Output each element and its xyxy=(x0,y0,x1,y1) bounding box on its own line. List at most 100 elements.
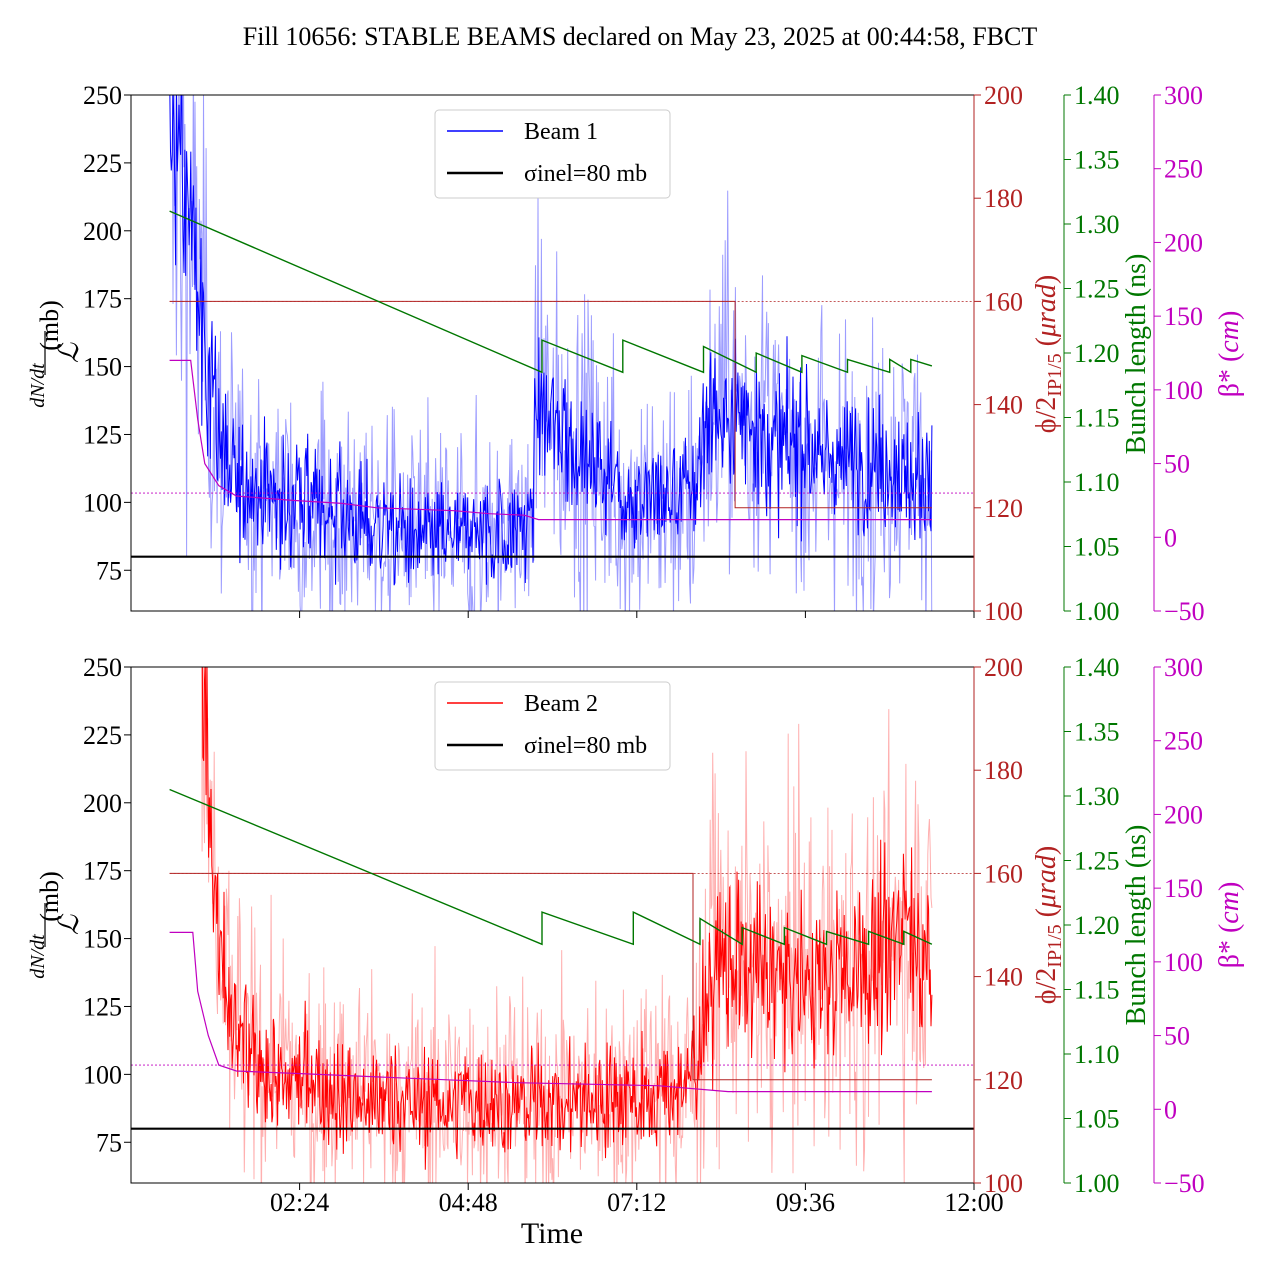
y-tick-label: 100 xyxy=(83,1060,122,1089)
y-tick-label: 100 xyxy=(984,597,1023,626)
crossing-angle-axis-label: ϕ/2IP1/5 (μrad) xyxy=(1031,846,1066,1004)
y-axis-label: dN/dt (mb) xyxy=(21,871,64,979)
y-tick-label: 200 xyxy=(1164,228,1203,257)
crossing-angle-series xyxy=(169,300,932,509)
x-tick-label: 09:36 xyxy=(776,1188,835,1217)
legend: Beam 2 σinel=80 mb xyxy=(434,681,671,771)
y-tick-label: 1.10 xyxy=(1074,1040,1120,1069)
y-tick-label: 200 xyxy=(83,217,122,246)
cross-section-line xyxy=(201,667,933,1170)
y-tick-label: 120 xyxy=(984,1066,1023,1095)
y-tick-label: 150 xyxy=(83,353,122,382)
y-tick-label: 200 xyxy=(83,789,122,818)
y-tick-label: 150 xyxy=(1164,302,1203,331)
y-axis-label: dN/dt (mb) xyxy=(21,300,64,408)
beta-star-axis: −50 0 50 100 150 200 250 300 xyxy=(1153,81,1205,626)
envelope-line xyxy=(201,667,933,1183)
left-axis: 75 100 125 150 175 200 225 250 ℒ xyxy=(44,653,131,1157)
y-tick-label: 1.35 xyxy=(1074,146,1120,175)
y-tick-label: 1.10 xyxy=(1074,468,1120,497)
y-tick-label: 1.05 xyxy=(1074,1105,1120,1134)
legend-label-beam2: Beam 2 xyxy=(524,691,598,717)
y-tick-label: 175 xyxy=(83,285,122,314)
top-panel: 75 100 125 150 175 200 225 250 ℒ 100 120 140 160 180… xyxy=(21,81,1245,626)
bunch-length-axis: 1.00 1.05 1.10 1.15 1.20 1.25 1.30 1.35 1.40 xyxy=(1063,81,1120,626)
y-tick-label: 140 xyxy=(984,391,1023,420)
y-tick-label: 1.15 xyxy=(1074,976,1120,1005)
y-tick-label: 225 xyxy=(83,149,122,178)
y-tick-label: 100 xyxy=(83,488,122,517)
x-tick-label: 02:24 xyxy=(270,1188,329,1217)
y-tick-label: 1.05 xyxy=(1074,533,1120,562)
y-tick-label: 1.00 xyxy=(1074,597,1120,626)
y-tick-label: 1.30 xyxy=(1074,210,1120,239)
y-tick-label: 0 xyxy=(1164,523,1177,552)
y-tick-label: 125 xyxy=(83,420,122,449)
y-tick-label: 200 xyxy=(1164,800,1203,829)
y-tick-label: 300 xyxy=(1164,81,1203,110)
y-tick-label: 1.40 xyxy=(1074,81,1120,110)
luminosity-symbol: ℒ xyxy=(54,342,85,363)
x-axis-ticks xyxy=(299,611,975,618)
y-tick-label: 1.35 xyxy=(1074,718,1120,747)
crossing-angle-axis: 100 120 140 160 180 200 xyxy=(973,653,1023,1198)
y-tick-label: 100 xyxy=(1164,948,1203,977)
beam2-cross-section-series xyxy=(201,667,933,1170)
crossing-angle-axis: 100 120 140 160 180 200 xyxy=(973,81,1023,626)
beta-star-axis-label: β* (cm) xyxy=(1214,311,1245,398)
bunch-length-axis-label: Bunch length (ns) xyxy=(1121,254,1152,455)
y-tick-label: 100 xyxy=(984,1169,1023,1198)
y-tick-label: 1.00 xyxy=(1074,1169,1120,1198)
y-tick-label: 100 xyxy=(1164,376,1203,405)
x-axis-label: Time xyxy=(521,1217,583,1250)
legend-label-beam1: Beam 1 xyxy=(524,119,598,145)
y-tick-label: 200 xyxy=(984,81,1023,110)
beta-star-series xyxy=(169,931,932,1093)
y-tick-label: −50 xyxy=(1164,1169,1205,1198)
y-tick-label: 160 xyxy=(984,859,1023,888)
beam1-cross-section-series xyxy=(169,95,933,586)
bunch-length-axis-label: Bunch length (ns) xyxy=(1121,825,1152,1026)
bottom-panel: 75 100 125 150 175 200 225 250 ℒ 02:24 04:48 07:12… xyxy=(21,653,1245,1250)
y-tick-label: 1.20 xyxy=(1074,911,1120,940)
y-tick-label: 1.30 xyxy=(1074,782,1120,811)
y-tick-label: 150 xyxy=(1164,874,1203,903)
beta-star-series xyxy=(169,359,932,521)
y-tick-label: 50 xyxy=(1164,450,1190,479)
y-tick-label: 1.15 xyxy=(1074,404,1120,433)
y-tick-label: 75 xyxy=(96,1128,122,1157)
figure-title: Fill 10656: STABLE BEAMS declared on May… xyxy=(243,22,1038,51)
y-tick-label: −50 xyxy=(1164,597,1205,626)
beta-star-axis: −50 0 50 100 150 200 250 300 xyxy=(1153,653,1205,1198)
beam2-envelope-series xyxy=(201,667,933,1183)
y-tick-label: 200 xyxy=(984,653,1023,682)
y-tick-label: 250 xyxy=(1164,155,1203,184)
y-tick-label: 0 xyxy=(1164,1095,1177,1124)
y-tick-label: 250 xyxy=(83,653,122,682)
bunch-length-series xyxy=(169,210,933,374)
luminosity-symbol: ℒ xyxy=(54,914,85,935)
y-tick-label: 1.20 xyxy=(1074,339,1120,368)
y-tick-label: 160 xyxy=(984,287,1023,316)
x-tick-label: 07:12 xyxy=(607,1188,666,1217)
y-tick-label: 120 xyxy=(984,494,1023,523)
x-axis-ticks: 02:24 04:48 07:12 09:36 12:00 xyxy=(270,1183,1004,1217)
bunch-length-series xyxy=(169,788,933,946)
y-tick-label: 140 xyxy=(984,963,1023,992)
y-tick-label: 175 xyxy=(83,857,122,886)
y-tick-label: 1.40 xyxy=(1074,653,1120,682)
y-tick-label: 180 xyxy=(984,184,1023,213)
y-tick-label: 75 xyxy=(96,556,122,585)
x-tick-label: 04:48 xyxy=(439,1188,498,1217)
cross-section-line xyxy=(169,95,933,586)
left-axis: 75 100 125 150 175 200 225 250 ℒ xyxy=(44,81,131,585)
y-tick-label: 1.25 xyxy=(1074,847,1120,876)
y-tick-label: 225 xyxy=(83,721,122,750)
bunch-length-axis: 1.00 1.05 1.10 1.15 1.20 1.25 1.30 1.35 1.40 xyxy=(1063,653,1120,1198)
y-tick-label: 1.25 xyxy=(1074,275,1120,304)
legend: Beam 1 σinel=80 mb xyxy=(434,109,671,199)
beam1-envelope-series xyxy=(171,95,933,611)
y-tick-label: 125 xyxy=(83,992,122,1021)
y-tick-label: 250 xyxy=(83,81,122,110)
y-tick-label: 250 xyxy=(1164,727,1203,756)
